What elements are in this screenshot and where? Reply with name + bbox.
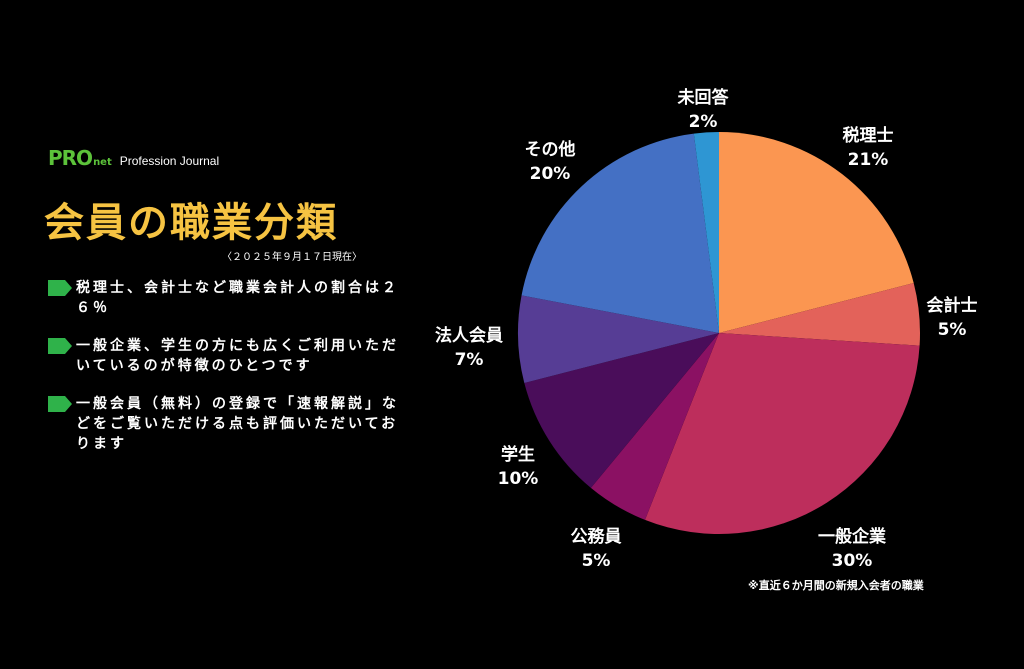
slice-value-label: 10% [498, 469, 539, 489]
slice-label: 会計士 [927, 295, 978, 316]
key-point-text: 一般会員（無料）の登録で「速報解説」などをご覧いただける点も評価いただいておりま… [76, 396, 399, 452]
slice-label: その他 [525, 139, 576, 160]
slice-label: 未回答 [677, 87, 730, 108]
slice-value-label: 30% [832, 551, 873, 571]
pie-slice [524, 333, 719, 488]
pie-slice [645, 333, 920, 535]
key-point: 一般会員（無料）の登録で「速報解説」などをご覧いただける点も評価いただいておりま… [48, 394, 408, 454]
slice-label: 一般企業 [818, 526, 886, 547]
footnote: ※直近６か月間の新規入会者の職業 [748, 579, 924, 592]
key-points-list: 税理士、会計士など職業会計人の割合は２６％ 一般企業、学生の方にも広くご利用いた… [48, 278, 408, 472]
brand-name: Profession Journal [119, 154, 220, 168]
tag-arrow-icon [48, 338, 72, 354]
logo-mark-sub: net [93, 157, 112, 168]
page-title: 会員の職業分類 [44, 200, 338, 246]
slice-value-label: 5% [938, 320, 967, 340]
slice-value-label: 20% [530, 164, 571, 184]
slice-value-label: 2% [689, 112, 718, 132]
pie-slice [521, 133, 719, 333]
tag-arrow-icon [48, 396, 72, 412]
slice-value-label: 7% [455, 350, 484, 370]
slice-label: 学生 [501, 444, 535, 465]
slice-value-label: 5% [582, 551, 611, 571]
key-point-text: 一般企業、学生の方にも広くご利用いただいているのが特徴のひとつです [76, 338, 399, 374]
as-of-date: 〈２０２５年９月１７日現在〉 [222, 252, 362, 263]
key-point: 一般企業、学生の方にも広くご利用いただいているのが特徴のひとつです [48, 336, 408, 376]
logo-mark: PRO [48, 146, 93, 170]
pie-slice [719, 132, 914, 333]
slice-label: 公務員 [571, 526, 622, 547]
pie-slice [719, 283, 920, 346]
pie-slice [590, 333, 719, 520]
slice-label: 法人会員 [435, 325, 503, 346]
slice-label: 税理士 [843, 125, 894, 146]
tag-arrow-icon [48, 280, 72, 296]
pie-slice [517, 295, 719, 383]
brand-logo: PRO net Profession Journal [48, 146, 219, 170]
key-point: 税理士、会計士など職業会計人の割合は２６％ [48, 278, 408, 318]
pie-slice [693, 132, 719, 333]
slice-value-label: 21% [848, 150, 889, 170]
key-point-text: 税理士、会計士など職業会計人の割合は２６％ [76, 280, 399, 316]
